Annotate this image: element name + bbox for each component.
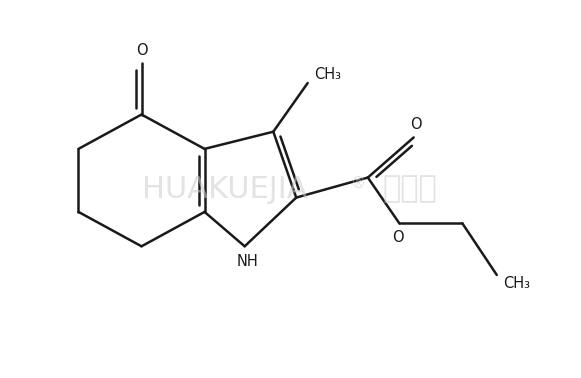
Text: O: O	[392, 230, 403, 245]
Text: CH₃: CH₃	[314, 67, 341, 82]
Text: O: O	[136, 43, 148, 58]
Text: CH₃: CH₃	[503, 276, 530, 291]
Text: ®: ®	[351, 176, 366, 191]
Text: HUAKUEJIA: HUAKUEJIA	[142, 175, 308, 203]
Text: 化学加: 化学加	[383, 175, 437, 203]
Text: O: O	[410, 117, 422, 132]
Text: NH: NH	[236, 254, 259, 269]
